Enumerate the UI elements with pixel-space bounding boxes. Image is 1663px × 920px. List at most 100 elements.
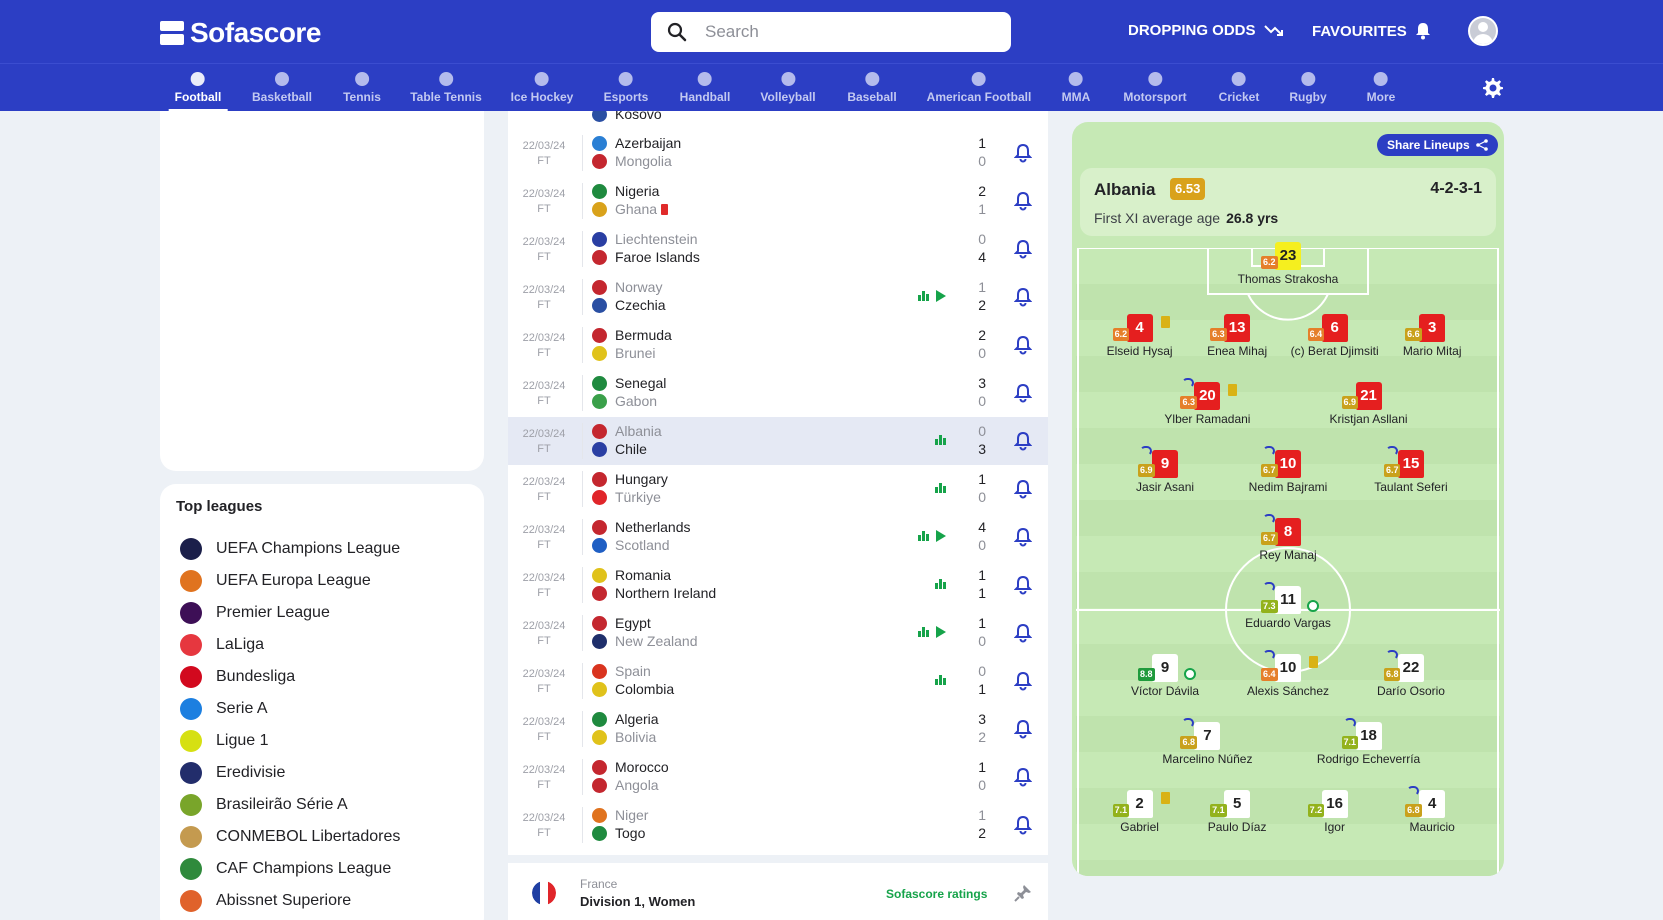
sport-tab-more[interactable]: More	[1367, 69, 1395, 112]
play-highlights-icon[interactable]	[936, 530, 946, 542]
league-item[interactable]: Abissnet Superiore	[176, 886, 351, 916]
player-marker[interactable]: 10 6.7 Nedim Bajrami	[1233, 446, 1343, 494]
stats-icon[interactable]	[935, 675, 946, 685]
match-row[interactable]: 22/03/24 FT Norway Czechia 1 2	[508, 273, 1048, 321]
league-item[interactable]: Premier League	[176, 598, 330, 628]
player-marker[interactable]: 22 6.8 Darío Osorio	[1356, 650, 1466, 698]
match-row[interactable]: 22/03/24 FT Romania Northern Ireland 1 1	[508, 561, 1048, 609]
match-row[interactable]: 22/03/24 FT Bermuda Brunei 2 0	[508, 321, 1048, 369]
bell-icon[interactable]	[1014, 143, 1032, 163]
league-item[interactable]: UEFA Europa League	[176, 566, 371, 596]
partial-match-row[interactable]: Kosovo	[592, 111, 662, 123]
player-marker[interactable]: 18 7.1 Rodrigo Echeverría	[1314, 718, 1424, 766]
sport-tab-ice-hockey[interactable]: Ice Hockey	[511, 69, 573, 112]
bell-icon[interactable]	[1014, 671, 1032, 691]
dropping-odds-link[interactable]: DROPPING ODDS	[1128, 22, 1284, 39]
match-row[interactable]: 22/03/24 FT Niger Togo 1 2	[508, 801, 1048, 849]
match-row[interactable]: 22/03/24 FT Morocco Angola 1 0	[508, 753, 1048, 801]
match-row[interactable]: 22/03/24 FT Algeria Bolivia 3 2	[508, 705, 1048, 753]
match-row[interactable]: 22/03/24 FT Albania Chile 0 3	[508, 417, 1048, 465]
sofascore-ratings-link[interactable]: Sofascore ratings	[886, 887, 988, 901]
match-row[interactable]: 22/03/24 FT Liechtenstein Faroe Islands 0 4	[508, 225, 1048, 273]
tournament-name[interactable]: Division 1, Women	[580, 894, 696, 909]
player-marker[interactable]: 9 6.9 Jasir Asani	[1110, 446, 1220, 494]
sport-tab-motorsport[interactable]: Motorsport	[1123, 69, 1187, 112]
search-box[interactable]	[651, 12, 1011, 52]
league-item[interactable]: Brasileirão Série A	[176, 790, 348, 820]
stats-icon[interactable]	[935, 483, 946, 493]
sport-tab-basketball[interactable]: Basketball	[252, 69, 312, 112]
league-item[interactable]: UEFA Champions League	[176, 534, 400, 564]
bell-icon[interactable]	[1014, 527, 1032, 547]
league-item[interactable]: Serie A	[176, 694, 268, 724]
bell-icon[interactable]	[1014, 239, 1032, 259]
player-marker[interactable]: 20 6.3 Ylber Ramadani	[1152, 378, 1262, 426]
share-lineups-button[interactable]: Share Lineups	[1377, 134, 1498, 156]
stats-icon[interactable]	[918, 627, 929, 637]
player-marker[interactable]: 15 6.7 Taulant Seferi	[1356, 446, 1466, 494]
player-marker[interactable]: 11 7.3 Eduardo Vargas	[1233, 582, 1343, 630]
player-marker[interactable]: 13 6.3 Enea Mihaj	[1182, 314, 1292, 358]
bell-icon[interactable]	[1014, 719, 1032, 739]
sport-tab-volleyball[interactable]: Volleyball	[760, 69, 816, 112]
sport-tab-esports[interactable]: Esports	[604, 69, 648, 112]
stats-icon[interactable]	[935, 435, 946, 445]
bell-icon[interactable]	[1014, 431, 1032, 451]
match-row[interactable]: 22/03/24 FT Netherlands Scotland 4 0	[508, 513, 1048, 561]
player-marker[interactable]: 4 6.2 Elseid Hysaj	[1085, 314, 1195, 358]
stats-icon[interactable]	[918, 531, 929, 541]
league-item[interactable]: CAF Champions League	[176, 854, 391, 884]
player-marker[interactable]: 10 6.4 Alexis Sánchez	[1233, 650, 1343, 698]
league-item[interactable]: LaLiga	[176, 630, 264, 660]
sport-tab-baseball[interactable]: Baseball	[847, 69, 897, 112]
sport-tab-rugby[interactable]: Rugby	[1289, 69, 1327, 112]
bell-icon[interactable]	[1014, 287, 1032, 307]
player-marker[interactable]: 2 7.1 Gabriel	[1085, 790, 1195, 834]
match-row[interactable]: 22/03/24 FT Azerbaijan Mongolia 1 0	[508, 129, 1048, 177]
player-marker[interactable]: 4 6.8 Mauricio	[1377, 786, 1487, 834]
player-marker[interactable]: 7 6.8 Marcelino Núñez	[1152, 718, 1262, 766]
player-marker[interactable]: 5 7.1 Paulo Díaz	[1182, 790, 1292, 834]
player-marker[interactable]: 3 6.6 Mario Mitaj	[1377, 314, 1487, 358]
settings-gear-icon[interactable]	[1480, 76, 1504, 100]
match-row[interactable]: 22/03/24 FT Spain Colombia 0 1	[508, 657, 1048, 705]
bell-icon[interactable]	[1014, 383, 1032, 403]
player-marker[interactable]: 21 6.9 Kristjan Asllani	[1314, 382, 1424, 426]
sofascore-logo[interactable]: Sofascore	[160, 17, 321, 49]
bell-icon[interactable]	[1014, 575, 1032, 595]
pin-icon[interactable]	[1014, 884, 1032, 902]
match-row[interactable]: 22/03/24 FT Nigeria Ghana 2 1	[508, 177, 1048, 225]
tournament-header[interactable]: France Division 1, Women Sofascore ratin…	[508, 863, 1048, 920]
player-marker[interactable]: 9 8.8 Víctor Dávila	[1110, 654, 1220, 698]
league-item[interactable]: Eredivisie	[176, 758, 285, 788]
match-row[interactable]: 22/03/24 FT Senegal Gabon 3 0	[508, 369, 1048, 417]
match-row[interactable]: 22/03/24 FT Hungary Türkiye 1 0	[508, 465, 1048, 513]
bell-icon[interactable]	[1014, 623, 1032, 643]
stats-icon[interactable]	[918, 291, 929, 301]
league-item[interactable]: CONMEBOL Libertadores	[176, 822, 400, 852]
play-highlights-icon[interactable]	[936, 626, 946, 638]
user-avatar[interactable]	[1468, 16, 1498, 46]
bell-icon[interactable]	[1014, 191, 1032, 211]
sport-tab-american-football[interactable]: American Football	[927, 69, 1031, 112]
sport-tab-football[interactable]: Football	[168, 69, 227, 112]
favourites-link[interactable]: FAVOURITES	[1312, 22, 1431, 40]
bell-icon[interactable]	[1014, 479, 1032, 499]
match-row[interactable]: 22/03/24 FT Egypt New Zealand 1 0	[508, 609, 1048, 657]
sport-tab-tennis[interactable]: Tennis	[343, 69, 381, 112]
bell-icon[interactable]	[1014, 335, 1032, 355]
league-item[interactable]: Ligue 1	[176, 726, 269, 756]
player-marker[interactable]: 16 7.2 Igor	[1280, 790, 1390, 834]
player-marker[interactable]: 6 6.4 (c) Berat Djimsiti	[1280, 314, 1390, 358]
sport-tab-table-tennis[interactable]: Table Tennis	[410, 69, 482, 112]
sport-tab-mma[interactable]: MMA	[1062, 69, 1090, 112]
player-marker[interactable]: 8 6.7 Rey Manaj	[1233, 514, 1343, 562]
bell-icon[interactable]	[1014, 815, 1032, 835]
sport-tab-cricket[interactable]: Cricket	[1219, 69, 1259, 112]
search-input[interactable]	[705, 22, 985, 42]
play-highlights-icon[interactable]	[936, 290, 946, 302]
league-item[interactable]: Bundesliga	[176, 662, 295, 692]
bell-icon[interactable]	[1014, 767, 1032, 787]
player-marker[interactable]: 23 6.2 Thomas Strakosha	[1233, 242, 1343, 286]
stats-icon[interactable]	[935, 579, 946, 589]
